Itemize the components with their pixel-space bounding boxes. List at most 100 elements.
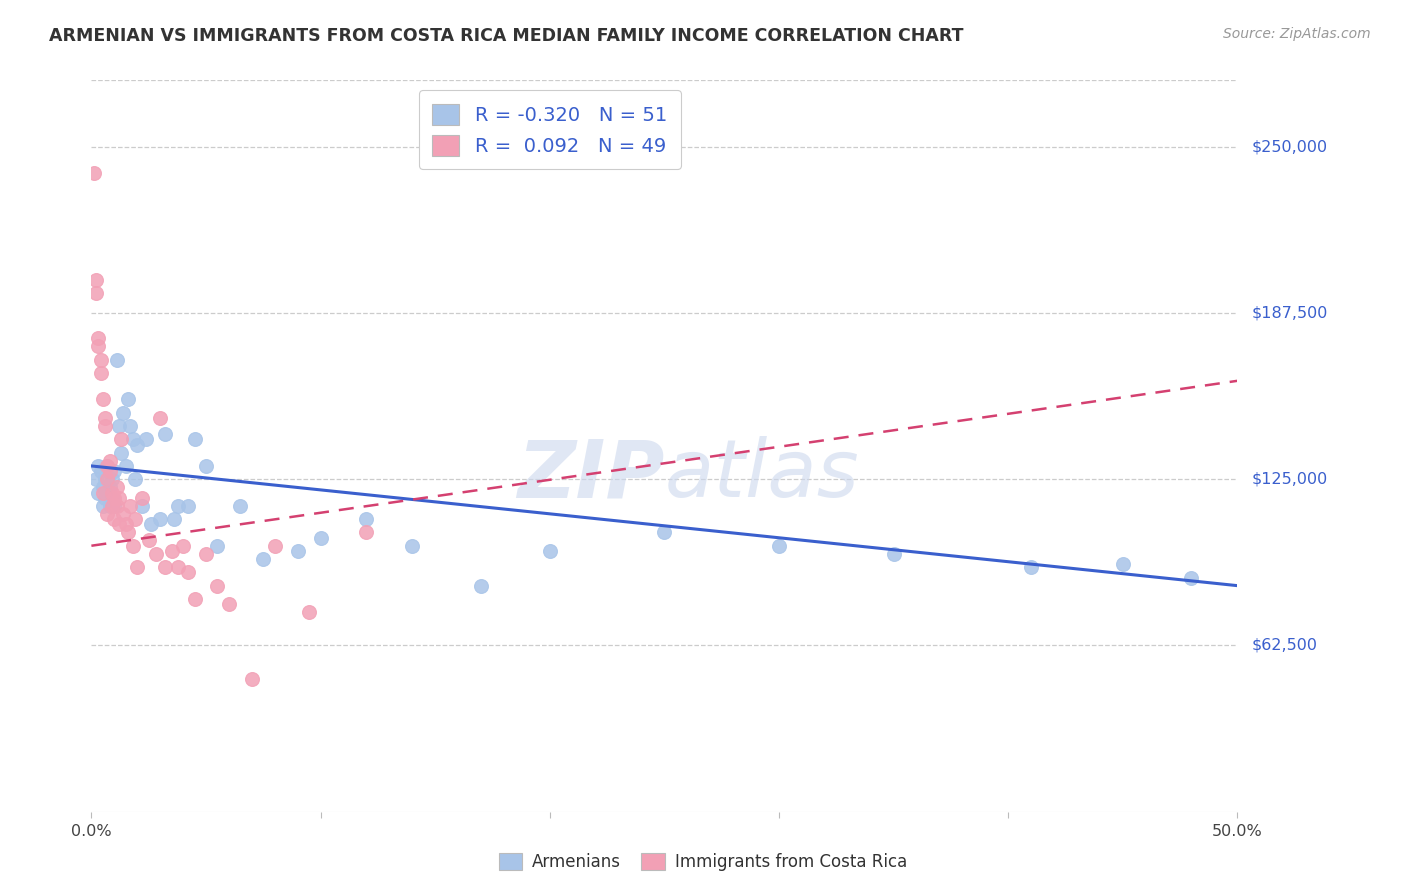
Point [470, 579, 492, 593]
Point [240, 672, 263, 686]
Point [163, 512, 186, 526]
Point [112, 406, 135, 420]
Point [287, 544, 309, 558]
Point [183, 433, 205, 447]
Point [138, 533, 160, 548]
Point [91, 480, 114, 494]
Point [153, 560, 176, 574]
Point [101, 485, 124, 500]
Point [167, 560, 190, 574]
Point [124, 472, 146, 486]
Point [84, 286, 107, 301]
Point [101, 472, 124, 486]
Point [124, 512, 146, 526]
Point [882, 547, 904, 561]
Point [538, 544, 561, 558]
Point [135, 433, 157, 447]
Point [101, 499, 124, 513]
Point [114, 517, 136, 532]
Point [94, 419, 117, 434]
Point [194, 547, 217, 561]
Point [149, 411, 172, 425]
Point [1111, 558, 1133, 572]
Point [356, 512, 378, 526]
Point [90, 366, 112, 380]
Point [91, 485, 114, 500]
Point [176, 499, 198, 513]
Point [91, 392, 114, 407]
Point [131, 491, 153, 505]
Point [263, 539, 285, 553]
Point [98, 480, 121, 494]
Point [183, 591, 205, 606]
Point [96, 458, 118, 473]
Point [194, 458, 217, 473]
Point [207, 579, 229, 593]
Point [96, 458, 118, 473]
Point [298, 605, 321, 619]
Point [87, 339, 110, 353]
Point [83, 166, 105, 180]
Point [252, 552, 274, 566]
Point [84, 472, 107, 486]
Point [94, 411, 117, 425]
Point [110, 433, 132, 447]
Point [98, 464, 121, 478]
Text: ZIP: ZIP [517, 436, 664, 515]
Point [94, 491, 117, 505]
Text: Source: ZipAtlas.com: Source: ZipAtlas.com [1223, 27, 1371, 41]
Text: $62,500: $62,500 [1251, 638, 1317, 653]
Point [114, 458, 136, 473]
Point [153, 427, 176, 442]
Point [139, 517, 162, 532]
Point [356, 525, 378, 540]
Point [96, 472, 118, 486]
Point [91, 499, 114, 513]
Text: $187,500: $187,500 [1251, 306, 1327, 320]
Point [127, 560, 149, 574]
Legend: R = -0.320   N = 51, R =  0.092   N = 49: R = -0.320 N = 51, R = 0.092 N = 49 [419, 90, 681, 169]
Point [87, 331, 110, 345]
Point [84, 273, 107, 287]
Point [94, 472, 117, 486]
Point [167, 499, 190, 513]
Point [652, 525, 675, 540]
Point [90, 464, 112, 478]
Point [105, 352, 128, 367]
Point [120, 499, 142, 513]
Point [105, 480, 128, 494]
Point [87, 485, 110, 500]
Point [1019, 560, 1042, 574]
Point [121, 539, 143, 553]
Point [145, 547, 167, 561]
Point [768, 539, 790, 553]
Point [121, 433, 143, 447]
Text: ARMENIAN VS IMMIGRANTS FROM COSTA RICA MEDIAN FAMILY INCOME CORRELATION CHART: ARMENIAN VS IMMIGRANTS FROM COSTA RICA M… [49, 27, 963, 45]
Point [87, 458, 110, 473]
Point [103, 464, 125, 478]
Legend: Armenians, Immigrants from Costa Rica: Armenians, Immigrants from Costa Rica [491, 845, 915, 880]
Point [103, 512, 125, 526]
Point [172, 539, 194, 553]
Point [90, 352, 112, 367]
Point [309, 531, 332, 545]
Point [98, 499, 121, 513]
Point [1180, 571, 1202, 585]
Point [101, 491, 124, 505]
Point [149, 512, 172, 526]
Point [117, 392, 139, 407]
Text: atlas: atlas [664, 436, 859, 515]
Point [108, 419, 131, 434]
Point [96, 507, 118, 521]
Point [110, 445, 132, 459]
Point [117, 525, 139, 540]
Text: $125,000: $125,000 [1251, 472, 1327, 487]
Point [229, 499, 252, 513]
Point [103, 499, 125, 513]
Point [120, 419, 142, 434]
Point [96, 485, 118, 500]
Point [108, 517, 131, 532]
Point [160, 544, 183, 558]
Point [176, 566, 198, 580]
Point [207, 539, 229, 553]
